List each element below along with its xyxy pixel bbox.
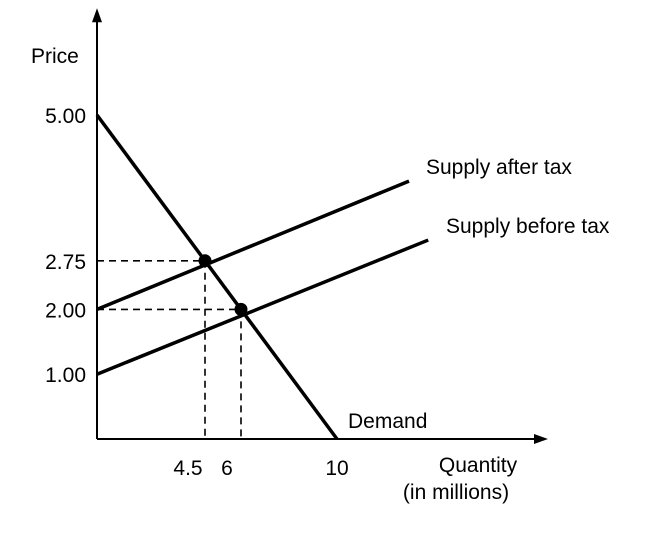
series-labels: Demand Supply after tax Supply before tax: [348, 156, 610, 433]
equilibrium-points: [198, 254, 248, 316]
y-tick-label: 1.00: [45, 364, 86, 387]
x-axis-title: Quantity: [439, 454, 518, 477]
y-tick-label: 2.75: [45, 251, 86, 274]
y-tick-label: 2.00: [45, 299, 86, 322]
x-tick-labels: 4.5 6 10: [173, 457, 348, 480]
y-tick-label: 5.00: [45, 105, 86, 128]
equilibrium-point: [198, 254, 212, 268]
axes: [92, 8, 548, 444]
x-tick-label: 4.5: [173, 457, 202, 480]
demand-line: [95, 113, 339, 441]
y-axis-title: Price: [31, 45, 79, 68]
series-lines: [95, 113, 429, 441]
y-axis-arrow: [92, 8, 102, 23]
x-tick-label: 6: [221, 457, 233, 480]
equilibrium-point: [234, 302, 248, 316]
x-axis-subtitle: (in millions): [403, 481, 509, 504]
supply-after-tax-line: [96, 179, 410, 312]
supply-before-tax-line: [96, 238, 429, 376]
x-tick-label: 10: [325, 457, 348, 480]
demand-label: Demand: [348, 410, 427, 433]
guide-lines: [97, 259, 242, 439]
y-tick-labels: 1.00 2.00 2.75 5.00: [45, 105, 86, 387]
supply-before-tax-label: Supply before tax: [446, 215, 610, 238]
x-axis-arrow: [534, 434, 548, 444]
supply-after-tax-label: Supply after tax: [426, 156, 572, 179]
